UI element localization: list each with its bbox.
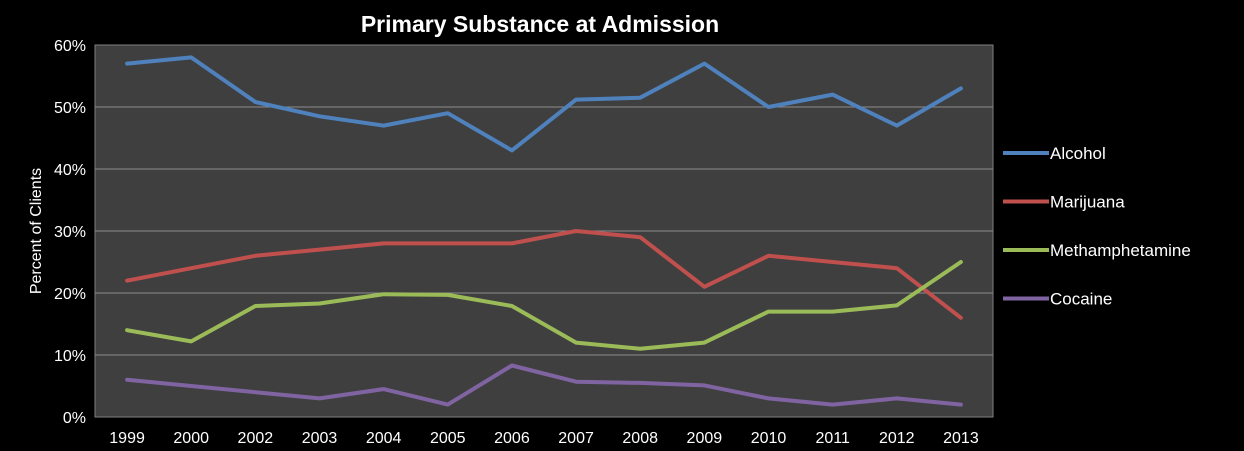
x-tick-label: 2009 <box>687 430 723 446</box>
gridlines <box>95 106 993 356</box>
y-tick-label: 30% <box>54 224 86 241</box>
x-tick-label: 2013 <box>943 430 979 446</box>
x-tick-label: 2012 <box>879 430 915 446</box>
x-tick-label: 2010 <box>751 430 787 446</box>
x-tick-label: 2002 <box>238 430 274 446</box>
y-tick-labels: 0% 10% 20% 30% 40% 50% 60% <box>54 38 86 427</box>
x-tick-labels: 1999 2000 2002 2003 2004 2005 2006 2007 2008 2009… <box>109 430 979 447</box>
plot-border <box>94 44 994 418</box>
x-tick-label: 2011 <box>815 430 850 446</box>
x-tick-label: 2008 <box>622 430 658 446</box>
x-tick-label: 2007 <box>558 430 594 446</box>
x-tick-label: 2004 <box>366 430 402 446</box>
series-line-methamphetamine <box>125 260 963 351</box>
legend-label: Alcohol <box>1050 144 1106 163</box>
x-tick-label: 2003 <box>302 430 338 446</box>
series-line-alcohol <box>125 55 963 153</box>
series-line-cocaine <box>125 363 963 407</box>
y-axis-label: Percent of Clients <box>28 168 45 294</box>
chart-title: Primary Substance at Admission <box>361 11 719 37</box>
y-tick-label: 0% <box>63 410 86 427</box>
x-tick-label: 2005 <box>430 430 466 446</box>
x-tick-label: 2000 <box>173 430 209 446</box>
legend-label: Methamphetamine <box>1050 241 1191 260</box>
y-tick-label: 50% <box>54 100 86 117</box>
series-line-marijuana <box>125 229 963 320</box>
y-tick-label: 60% <box>54 38 86 55</box>
legend-label: Marijuana <box>1050 193 1125 212</box>
x-tick-label: 1999 <box>109 430 145 446</box>
y-tick-label: 20% <box>54 286 86 303</box>
y-tick-label: 10% <box>54 348 86 365</box>
y-tick-label: 40% <box>54 162 86 179</box>
data-series <box>125 55 963 407</box>
legend-label: Cocaine <box>1050 290 1112 309</box>
legend: Alcohol Marijuana Methamphetamine Cocaine <box>1003 144 1191 309</box>
x-tick-label: 2006 <box>494 430 530 446</box>
